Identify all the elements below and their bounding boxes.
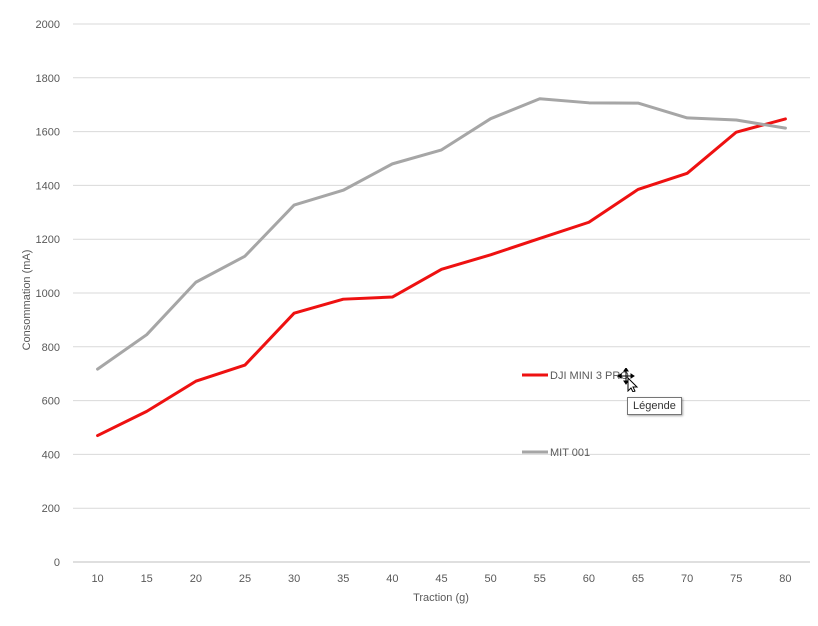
y-tick-label: 600 <box>42 396 60 408</box>
y-tick-label: 1600 <box>36 127 60 139</box>
legend-tooltip: Légende <box>627 397 682 415</box>
legend-item[interactable]: DJI MINI 3 PRO <box>522 370 629 382</box>
legend-label: MIT 001 <box>550 447 590 459</box>
y-tick-label: 2000 <box>36 19 60 31</box>
x-tick-label: 10 <box>91 573 103 585</box>
x-tick-label: 45 <box>435 573 447 585</box>
x-tick-label: 40 <box>386 573 398 585</box>
legend[interactable]: DJI MINI 3 PRO MIT 001 <box>522 370 629 459</box>
legend-item[interactable]: MIT 001 <box>522 447 590 459</box>
x-tick-label: 25 <box>239 573 251 585</box>
y-axis-ticks: 0 200 400 600 800 1000 1200 1400 1600 1800 2000 <box>36 19 60 569</box>
y-tick-label: 200 <box>42 503 60 515</box>
x-tick-label: 30 <box>288 573 300 585</box>
series-line-2[interactable] <box>96 97 787 371</box>
y-tick-label: 1800 <box>36 73 60 85</box>
gridlines <box>73 23 810 563</box>
x-tick-label: 80 <box>779 573 791 585</box>
y-tick-label: 1400 <box>36 180 60 192</box>
x-tick-label: 50 <box>485 573 497 585</box>
series-lines <box>96 97 787 438</box>
y-tick-label: 1000 <box>36 288 60 300</box>
x-tick-label: 65 <box>632 573 644 585</box>
x-tick-label: 75 <box>730 573 742 585</box>
x-axis-title: Traction (g) <box>413 592 469 604</box>
x-tick-label: 35 <box>337 573 349 585</box>
x-tick-label: 60 <box>583 573 595 585</box>
y-tick-label: 400 <box>42 449 60 461</box>
x-axis-ticks: 10 15 20 25 30 35 40 45 50 55 60 65 70 75 80 <box>91 573 791 585</box>
y-tick-label: 0 <box>54 557 60 569</box>
move-cursor-icon <box>617 367 640 397</box>
y-tick-label: 800 <box>42 342 60 354</box>
y-axis-title: Consommation (mA) <box>21 250 33 351</box>
x-tick-label: 55 <box>534 573 546 585</box>
x-tick-label: 15 <box>141 573 153 585</box>
legend-label: DJI MINI 3 PRO <box>550 370 629 382</box>
series-line-1[interactable] <box>96 117 787 438</box>
x-tick-label: 20 <box>190 573 202 585</box>
x-tick-label: 70 <box>681 573 693 585</box>
y-tick-label: 1200 <box>36 234 60 246</box>
